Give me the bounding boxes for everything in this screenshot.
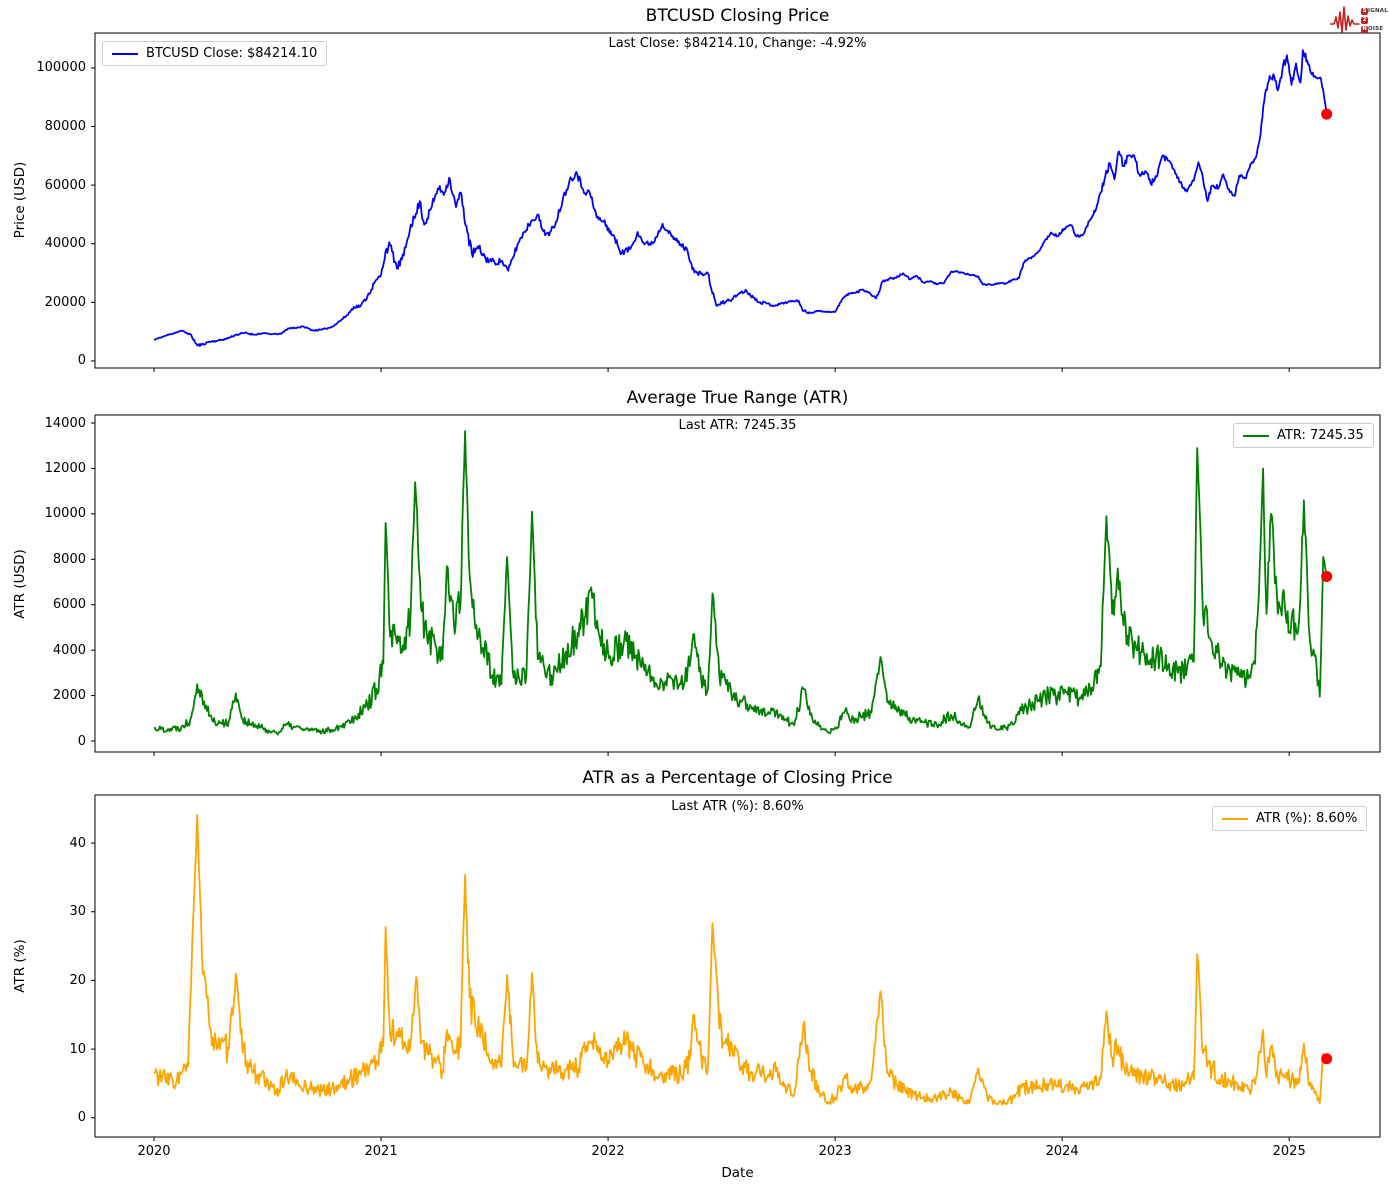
y-tick-label: 20: [69, 972, 86, 988]
axes-frame: [94, 32, 1381, 369]
x-tick-label: 2021: [364, 1144, 398, 1159]
logo-badge: N: [1361, 25, 1368, 33]
price-line: [153, 49, 1328, 348]
y-tick-label: 14000: [44, 415, 86, 431]
chart1-subtitle: Last Close: $84214.10, Change: -4.92%: [608, 36, 867, 51]
xaxis-label: Date: [721, 1165, 754, 1181]
chart1-ylabel: Price (USD): [12, 161, 28, 239]
axes-frame: [94, 414, 1381, 753]
y-tick-label: 8000: [52, 551, 86, 567]
y-tick-label: 30: [69, 904, 86, 920]
logo-row: N OISE: [1361, 25, 1388, 33]
logo-row: S IGNAL: [1361, 7, 1388, 15]
logo-rest: IGNAL: [1368, 8, 1388, 14]
y-tick-label: 40000: [44, 236, 86, 252]
logo-badge: S: [1361, 7, 1368, 15]
last-point-marker: [1321, 108, 1333, 120]
axes-frame: [94, 794, 1381, 1138]
chart3-legend-label: ATR (%): 8.60%: [1256, 811, 1358, 826]
chart1-legend[interactable]: BTCUSD Close: $84214.10: [102, 41, 328, 66]
chart1-title: BTCUSD Closing Price: [645, 6, 830, 26]
chart3-ylabel: ATR (%): [12, 939, 28, 993]
y-tick-label: 6000: [52, 597, 86, 613]
logo-text: S IGNAL 2 N OISE: [1361, 7, 1388, 33]
x-tick-label: 2023: [818, 1144, 852, 1159]
x-tick-label: 2025: [1272, 1144, 1306, 1159]
y-tick-label: 10000: [44, 506, 86, 522]
y-tick-label: 80000: [44, 118, 86, 134]
signal2noise-logo: S IGNAL 2 N OISE: [1330, 2, 1388, 38]
logo-rest: OISE: [1368, 26, 1384, 32]
atr-line: [153, 430, 1328, 736]
chart2-subtitle: Last ATR: 7245.35: [678, 418, 797, 433]
y-tick-label: 0: [77, 733, 86, 749]
y-tick-label: 0: [77, 353, 86, 369]
chart1-legend-label: BTCUSD Close: $84214.10: [146, 46, 318, 61]
legend-line-sample-orange: [1222, 817, 1248, 820]
logo-badge: 2: [1361, 16, 1368, 24]
y-tick-label: 12000: [44, 460, 86, 476]
chart2-title: Average True Range (ATR): [626, 388, 849, 408]
legend-line-sample-green: [1243, 434, 1269, 437]
last-point-marker: [1321, 1053, 1333, 1065]
y-tick-label: 100000: [36, 60, 86, 76]
y-tick-label: 4000: [52, 642, 86, 658]
last-point-marker: [1321, 570, 1333, 582]
chart2-legend-label: ATR: 7245.35: [1277, 428, 1364, 443]
chart3-title: ATR as a Percentage of Closing Price: [582, 768, 893, 788]
y-tick-label: 0: [77, 1110, 86, 1126]
y-tick-label: 2000: [52, 688, 86, 704]
y-tick-label: 40: [69, 835, 86, 851]
y-tick-label: 10: [69, 1041, 86, 1057]
x-tick-label: 2022: [591, 1144, 625, 1159]
heartbeat-waveform-icon: [1330, 6, 1360, 33]
logo-row: 2: [1361, 16, 1388, 24]
atr-pct-line: [153, 814, 1328, 1106]
x-tick-label: 2020: [137, 1144, 171, 1159]
x-tick-label: 2024: [1045, 1144, 1079, 1159]
y-tick-label: 60000: [44, 177, 86, 193]
y-tick-label: 20000: [44, 294, 86, 310]
chart2-legend[interactable]: ATR: 7245.35: [1233, 423, 1374, 448]
chart3-legend[interactable]: ATR (%): 8.60%: [1212, 806, 1368, 831]
legend-line-sample-blue: [112, 52, 138, 55]
chart3-subtitle: Last ATR (%): 8.60%: [671, 799, 804, 814]
